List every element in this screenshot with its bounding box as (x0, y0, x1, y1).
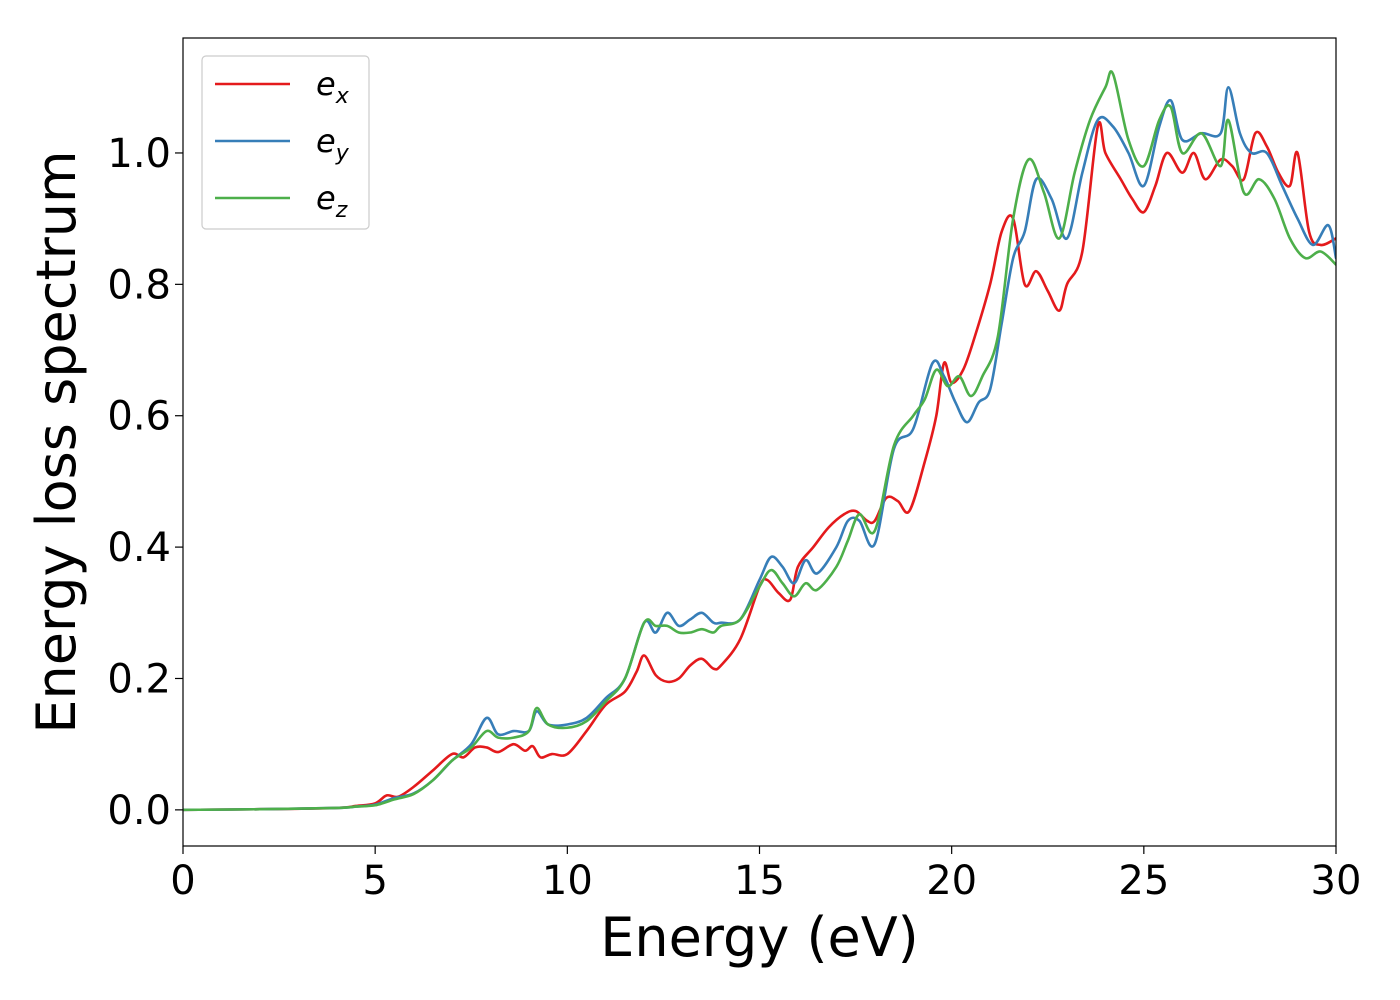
y-axis-title: Energy loss spectrum (25, 150, 88, 733)
x-tick-label: 15 (734, 858, 785, 904)
y-tick-label: 0.8 (107, 262, 171, 308)
y-tick-label: 1.0 (107, 131, 171, 177)
x-tick-label: 25 (1118, 858, 1169, 904)
y-tick-label: 0.0 (107, 788, 171, 834)
series-layer (183, 70, 1336, 812)
x-tick-label: 0 (170, 858, 195, 904)
series-line-e-x (183, 121, 1336, 812)
x-tick-label: 30 (1311, 858, 1362, 904)
series-line-e-z (183, 70, 1336, 812)
series-line-e-y (183, 85, 1336, 812)
x-tick-label: 20 (926, 858, 977, 904)
y-axis-ticks: 0.0 0.2 0.4 0.6 0.8 1.0 (107, 131, 183, 834)
plot-area-background (183, 38, 1336, 846)
y-tick-label: 0.6 (107, 394, 171, 440)
y-tick-label: 0.2 (107, 656, 171, 702)
legend-box (201, 55, 370, 230)
x-axis-ticks: 0 5 10 15 20 25 30 (170, 846, 1361, 904)
x-tick-label: 10 (542, 858, 593, 904)
y-tick-label: 0.4 (107, 525, 171, 571)
x-tick-label: 5 (362, 858, 387, 904)
x-axis-title: Energy (eV) (600, 906, 919, 969)
